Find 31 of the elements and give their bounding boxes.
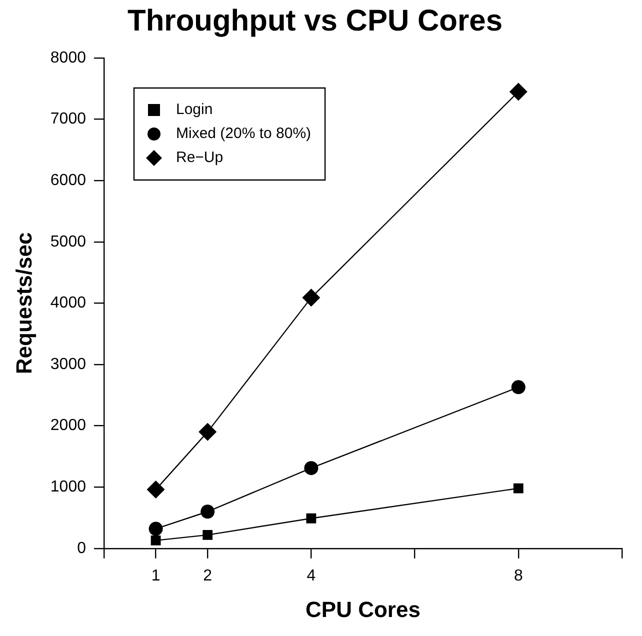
point [146, 480, 165, 499]
y-tick-label: 7000 [50, 110, 86, 128]
y-tick-label: 3000 [50, 356, 86, 373]
point [304, 461, 318, 476]
point [511, 380, 526, 394]
x-tick-label: 4 [306, 567, 316, 584]
point [302, 288, 320, 307]
point [202, 530, 213, 540]
legend-label: Re−Up [176, 149, 224, 166]
y-tick-label: 5000 [50, 233, 86, 250]
x-tick-label: 2 [203, 567, 212, 584]
point [148, 522, 163, 536]
x-tick-label: 8 [514, 567, 523, 584]
point [198, 422, 217, 441]
y-tick-label: 8000 [50, 49, 86, 66]
chart-title: Throughput vs CPU Cores [127, 4, 503, 38]
x-tick-label: 1 [151, 567, 160, 584]
y-tick-label: 2000 [50, 417, 86, 434]
legend-label: Mixed (20% to 80%) [176, 125, 312, 142]
point [150, 535, 161, 546]
point [513, 483, 524, 494]
y-axis-title: Requests/sec [11, 232, 36, 374]
point [200, 504, 215, 519]
y-tick-label: 1000 [50, 478, 86, 496]
y-tick-label: 6000 [50, 172, 86, 190]
point [306, 513, 316, 524]
x-axis-title: CPU Cores [306, 596, 420, 622]
y-tick-label: 0 [77, 540, 86, 557]
point [509, 82, 528, 101]
legend-label: Login [176, 101, 213, 118]
y-tick-label: 4000 [50, 294, 86, 312]
